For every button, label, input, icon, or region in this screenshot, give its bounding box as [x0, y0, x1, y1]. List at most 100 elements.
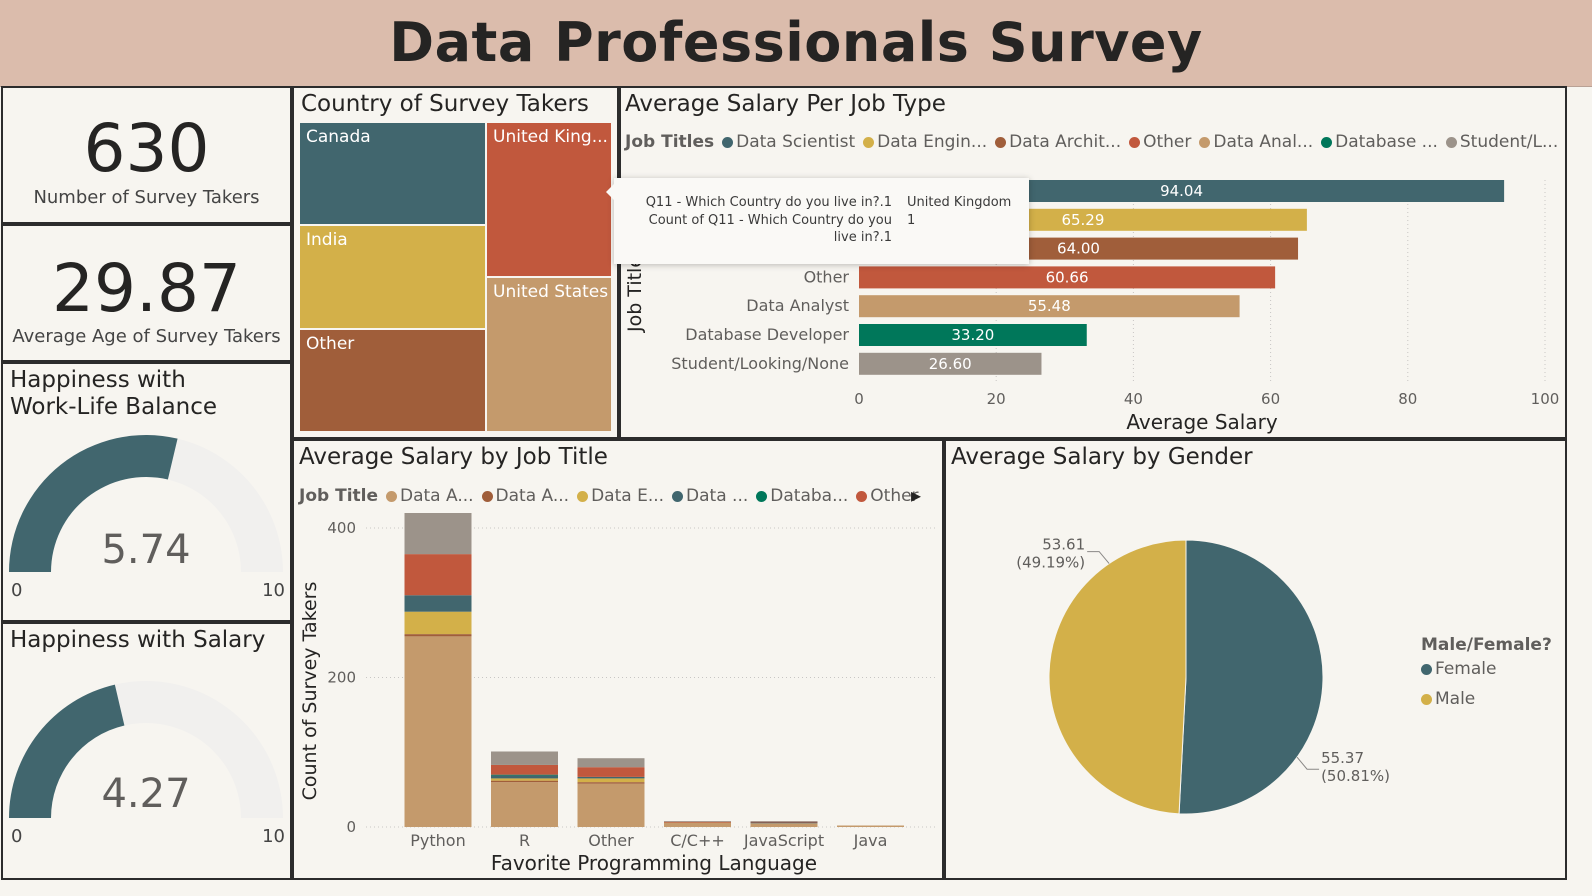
job-title-legend-item[interactable]: Data E... [577, 486, 664, 506]
female-legend-label: Female [1435, 659, 1497, 679]
treemap-cell-united-states[interactable]: United States [486, 277, 612, 432]
salary-job-title-tile[interactable]: Average Salary by Job Title Job Title Dat… [292, 439, 944, 880]
job-title-legend-swatch [577, 491, 589, 502]
job-title-legend-item[interactable]: Data ... [672, 486, 748, 506]
job-type-legend-swatch [1199, 137, 1211, 148]
salary-gender-tile[interactable]: Average Salary by Gender 55.37 (50.81%) 53… [944, 439, 1567, 880]
worklife-gauge-title: Happiness with Work-Life Balance [10, 367, 217, 421]
survey-takers-label: Number of Survey Takers [33, 187, 260, 208]
treemap-cell-other[interactable]: Other [299, 329, 486, 432]
avg-age-label: Average Age of Survey Takers [12, 326, 281, 347]
treemap-label-india: India [306, 230, 348, 250]
bar-value-label: 26.60 [929, 355, 972, 373]
x-tick-label: Java [853, 831, 888, 850]
pie-slice-female [1178, 539, 1324, 815]
stacked-bar-segment [664, 821, 731, 823]
stacked-bar-segment [491, 780, 558, 783]
job-title-legend-label: Data A... [400, 486, 474, 506]
worklife-gauge-tile[interactable]: Happiness with Work-Life Balance 5.74 0 … [1, 362, 292, 622]
stacked-bar-segment [577, 767, 645, 777]
gender-legend: Male/Female? Female Male [1421, 635, 1552, 709]
bar-value-label: 94.04 [1160, 182, 1203, 200]
gender-legend-item-female[interactable]: Female [1421, 659, 1552, 679]
category-label: Other [804, 267, 850, 286]
stacked-bar-segment [750, 822, 818, 824]
x-tick-label: Python [410, 831, 465, 850]
job-title-legend-swatch [481, 491, 493, 502]
gender-legend-title: Male/Female? [1421, 635, 1552, 655]
salary-job-title-chart: 0 200 400 Python R Other C/C++ JavaScript Java Fa… [299, 513, 936, 875]
treemap-label-other: Other [306, 334, 355, 354]
job-title-legend-swatch [672, 491, 684, 502]
job-type-legend-item[interactable]: Student/L... [1445, 132, 1559, 152]
female-leader-line [1296, 756, 1320, 770]
salary-gauge-min: 0 [11, 826, 22, 847]
job-title-legend-swatch [386, 491, 397, 502]
salary-gender-title: Average Salary by Gender [951, 444, 1253, 470]
job-type-legend-label: Student/L... [1459, 132, 1559, 152]
category-label: Student/Looking/None [671, 354, 849, 373]
job-type-legend-item[interactable]: Data Scientist [722, 132, 855, 152]
x-tick-label: 60 [1261, 390, 1280, 408]
job-type-legend-label: Data Archit... [1009, 132, 1122, 152]
worklife-gauge-min: 0 [11, 580, 22, 601]
job-type-legend-item[interactable]: Data Anal... [1199, 132, 1313, 152]
job-title-legend-label: Other [870, 486, 919, 506]
x-tick-label: Other [588, 831, 634, 850]
country-treemap-title: Country of Survey Takers [301, 91, 589, 117]
x-tick-label: R [519, 831, 530, 850]
y-tick-label: 0 [346, 818, 356, 836]
stacked-bar-segment [404, 636, 472, 827]
salary-gauge-title: Happiness with Salary [10, 627, 266, 653]
treemap-label-united-states: United States [493, 282, 609, 302]
treemap-label-canada: Canada [306, 127, 371, 147]
job-title-legend-item[interactable]: Data A... [386, 486, 474, 506]
job-type-legend-label: Database ... [1335, 132, 1438, 152]
treemap-cell-india[interactable]: India [299, 225, 486, 329]
job-title-legend-item[interactable]: Data A... [481, 486, 569, 506]
survey-takers-value: 630 [83, 110, 210, 187]
job-type-legend-label: Other [1143, 132, 1192, 152]
gender-legend-item-male[interactable]: Male [1421, 689, 1552, 709]
bar-value-label: 64.00 [1057, 240, 1100, 258]
job-type-legend-item[interactable]: Data Engin... [863, 132, 987, 152]
stacked-bar-segment [491, 774, 558, 776]
job-title-legend-item[interactable]: Databa... [756, 486, 848, 506]
job-title-legend-item[interactable]: Other [856, 486, 919, 506]
country-treemap-tile[interactable]: Country of Survey Takers Canada United K… [292, 86, 619, 439]
salary-job-type-title: Average Salary Per Job Type [625, 91, 946, 117]
stacked-bar-segment [491, 764, 558, 775]
treemap-cell-canada[interactable]: Canada [299, 122, 486, 225]
bar-value-label: 55.48 [1028, 297, 1071, 315]
survey-takers-card[interactable]: 630 Number of Survey Takers [1, 86, 292, 224]
stacked-bar-segment [491, 775, 558, 779]
salary-gauge-fill [9, 684, 125, 818]
avg-age-card[interactable]: 29.87 Average Age of Survey Takers [1, 224, 292, 362]
job-type-legend-swatch [863, 137, 875, 148]
male-data-label: 53.61 [1042, 536, 1085, 554]
worklife-gauge-max: 10 [262, 580, 285, 601]
legend-next-arrow[interactable]: ▸ [911, 483, 922, 507]
y-tick-label: 200 [327, 668, 356, 686]
salary-gauge-tile[interactable]: Happiness with Salary 4.27 0 10 [1, 622, 292, 880]
salary-bar [859, 266, 1276, 289]
worklife-gauge-fill [9, 435, 178, 572]
country-treemap: Canada United King... India United State… [299, 122, 612, 432]
stacked-bar-segment [577, 783, 645, 827]
job-type-legend-item[interactable]: Other [1129, 132, 1191, 152]
job-type-legend-label: Data Scientist [736, 132, 856, 152]
salary-bar [859, 324, 1087, 346]
female-swatch [1421, 664, 1432, 675]
salary-job-title-title: Average Salary by Job Title [299, 444, 608, 470]
tooltip-value-country: United Kingdom [907, 195, 1012, 210]
salary-job-title-legend: Job Title Data A... Data A... Data E... Data… [299, 486, 927, 506]
bar-value-label: 33.20 [951, 326, 994, 344]
male-leader-line [1087, 551, 1110, 564]
job-type-legend-item[interactable]: Data Archit... [995, 132, 1121, 152]
job-type-legend-item[interactable]: Database ... [1321, 132, 1438, 152]
stacked-bar-segment [664, 822, 731, 827]
job-title-legend-swatch [856, 491, 868, 502]
treemap-cell-united-kingdom[interactable]: United King... [486, 122, 612, 277]
x-axis-title: Favorite Programming Language [491, 851, 817, 875]
salary-job-type-legend-title: Job Titles [625, 132, 715, 152]
